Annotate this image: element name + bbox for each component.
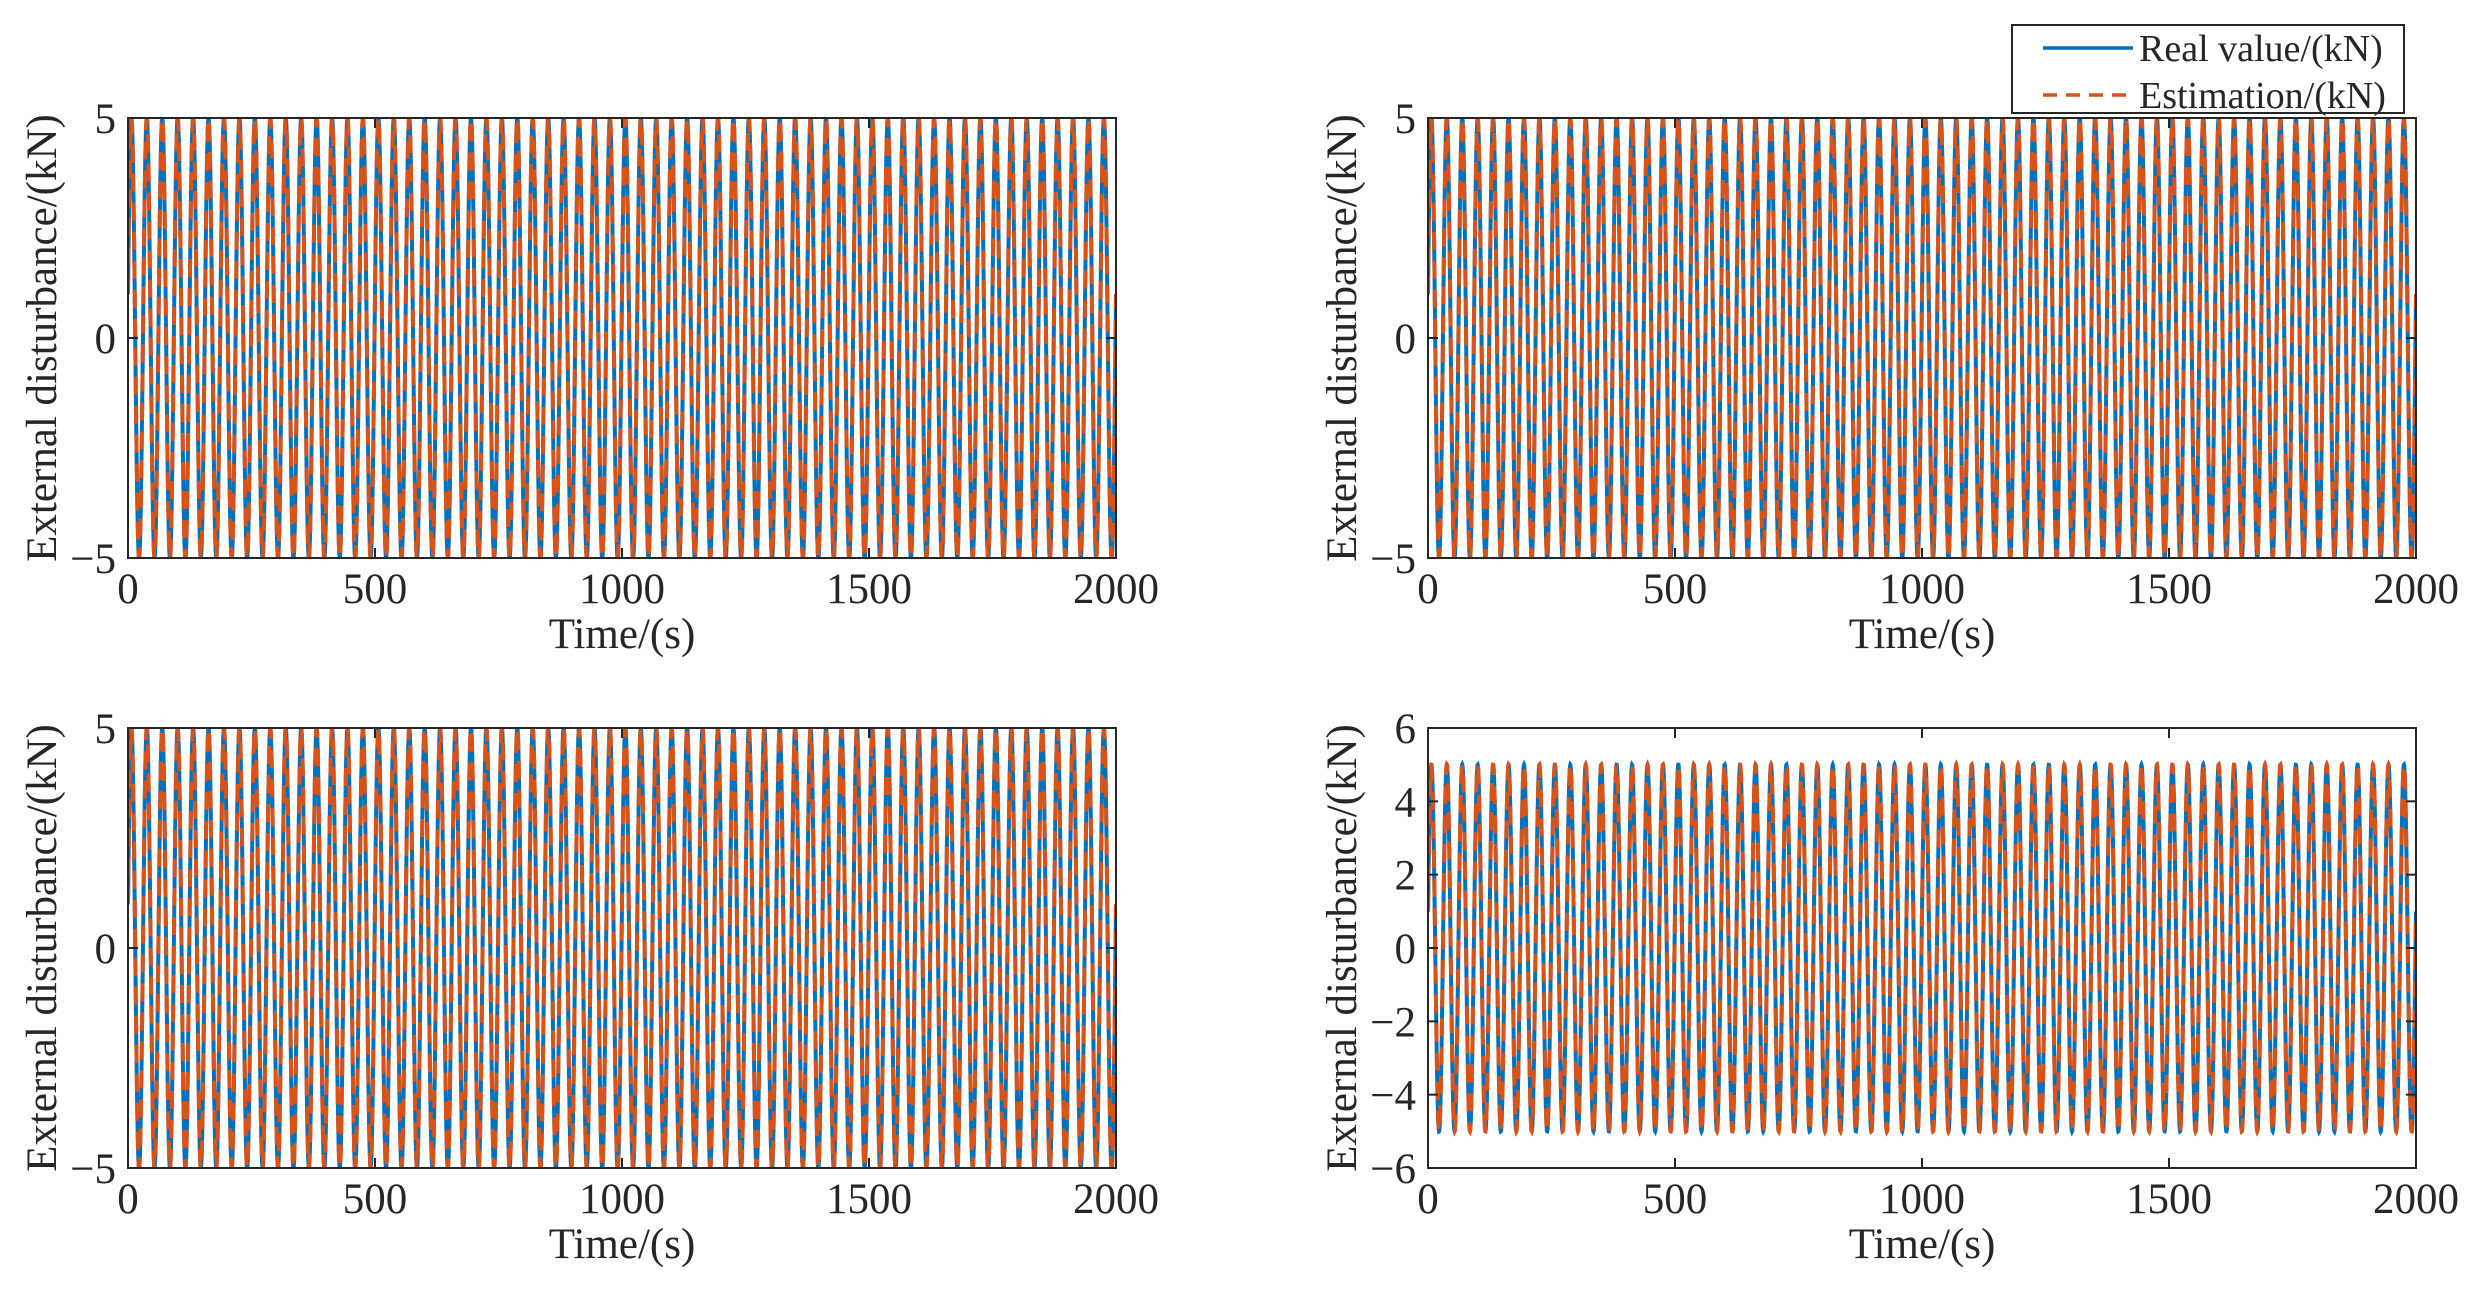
y-axis-label: External disturbance/(kN)	[1319, 114, 1366, 562]
x-tick-label: 0	[1417, 566, 1439, 613]
y-tick-label: −2	[1370, 999, 1416, 1046]
x-tick-label: 500	[1643, 566, 1708, 613]
y-tick-label: −5	[70, 536, 116, 583]
x-tick-label: 500	[1643, 1176, 1708, 1223]
x-axis-label: Time/(s)	[1849, 1221, 1996, 1268]
y-tick-label: 6	[1395, 706, 1417, 753]
series-estimation-line-4	[1428, 759, 2416, 1137]
y-axis-label: External disturbance/(kN)	[1319, 724, 1366, 1172]
x-tick-label: 1000	[1879, 566, 1965, 613]
y-tick-label: −5	[1370, 536, 1416, 583]
y-tick-label: 0	[1395, 926, 1417, 973]
x-axis-label: Time/(s)	[549, 1221, 696, 1268]
series-estimation-line-1	[128, 118, 1116, 558]
x-tick-label: 1500	[2126, 566, 2212, 613]
y-tick-label: −5	[70, 1146, 116, 1193]
y-tick-label: 0	[1395, 316, 1417, 363]
x-tick-label: 1500	[826, 566, 912, 613]
x-tick-label: 0	[117, 566, 139, 613]
legend-label-estimation: Estimation/(kN)	[2139, 75, 2386, 117]
series-estimation-line-3	[128, 728, 1116, 1168]
y-tick-label: 4	[1395, 779, 1417, 826]
y-axis-label: External disturbance/(kN)	[19, 114, 66, 562]
x-tick-label: 1000	[1879, 1176, 1965, 1223]
x-tick-label: 2000	[2373, 1176, 2459, 1223]
x-tick-label: 500	[343, 1176, 408, 1223]
legend-label-real: Real value/(kN)	[2139, 28, 2383, 70]
x-tick-label: 0	[117, 1176, 139, 1223]
y-tick-label: −6	[1370, 1146, 1416, 1193]
y-tick-label: 0	[95, 926, 117, 973]
x-tick-label: 2000	[1073, 566, 1159, 613]
x-axis-label: Time/(s)	[1849, 611, 1996, 658]
y-tick-label: 5	[1395, 96, 1417, 143]
x-tick-label: 1500	[2126, 1176, 2212, 1223]
y-tick-label: 5	[95, 706, 117, 753]
x-tick-label: 1500	[826, 1176, 912, 1223]
series-estimation-line-2	[1428, 118, 2416, 558]
legend-box	[2011, 24, 2405, 114]
y-tick-label: −4	[1370, 1073, 1416, 1120]
x-tick-label: 0	[1417, 1176, 1439, 1223]
subplot-4: 0 500 1000 1500 2000 −6 −4 −2 0 2 4 6 Time/(s) Extern…	[1319, 706, 2459, 1268]
y-axis-label: External disturbance/(kN)	[19, 724, 66, 1172]
x-axis-label: Time/(s)	[549, 611, 696, 658]
x-tick-label: 1000	[579, 566, 665, 613]
x-tick-label: 2000	[2373, 566, 2459, 613]
x-tick-label: 500	[343, 566, 408, 613]
x-tick-label: 1000	[579, 1176, 665, 1223]
y-tick-label: 0	[95, 316, 117, 363]
legend: Real value/(kN) Estimation/(kN)	[2011, 24, 2405, 117]
y-tick-label: 2	[1395, 853, 1417, 900]
y-tick-label: 5	[95, 96, 117, 143]
x-tick-label: 2000	[1073, 1176, 1159, 1223]
